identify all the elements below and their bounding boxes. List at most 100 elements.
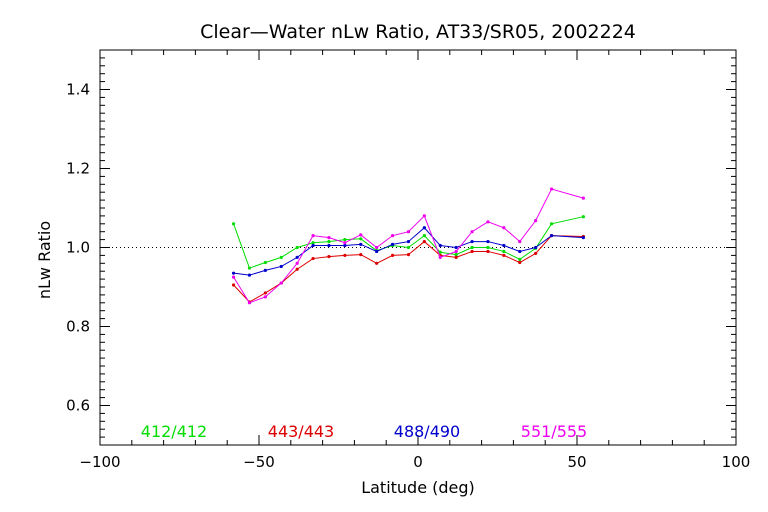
data-point (581, 236, 585, 240)
data-point (454, 255, 458, 259)
data-point (454, 245, 458, 250)
series-line-488-490 (233, 227, 584, 276)
data-point (549, 222, 554, 226)
series-line-551-555 (233, 188, 584, 304)
y-tick-label: 1.2 (66, 160, 90, 178)
data-point (327, 254, 331, 259)
y-tick-label: 1.0 (66, 239, 90, 257)
data-point (279, 281, 283, 285)
data-point (470, 245, 474, 250)
x-tick-label: 0 (413, 453, 423, 471)
data-point (343, 238, 347, 242)
data-point (359, 253, 363, 257)
data-point (454, 249, 458, 254)
data-point (549, 234, 554, 238)
plot-area (100, 187, 736, 305)
x-axis-label: Latitude (deg) (361, 478, 475, 497)
data-point (263, 295, 267, 299)
data-point (327, 243, 331, 248)
data-point (247, 273, 252, 277)
data-point (295, 245, 299, 250)
data-point (327, 239, 331, 244)
y-tick-label: 0.8 (66, 318, 90, 336)
data-point (231, 283, 236, 287)
data-point (279, 264, 283, 269)
legend-label: 488/490 (394, 422, 460, 441)
data-point (518, 257, 522, 261)
x-tick-label: 100 (722, 453, 751, 471)
y-tick-label: 0.6 (66, 397, 90, 415)
data-point (470, 249, 474, 254)
data-point (549, 187, 554, 191)
data-point (390, 234, 395, 238)
data-point (502, 243, 506, 248)
x-tick-label: −50 (243, 453, 275, 471)
data-point (470, 239, 474, 244)
data-point (534, 219, 538, 223)
data-point (295, 261, 299, 265)
data-point (343, 241, 347, 245)
data-point (247, 301, 252, 305)
data-point (502, 226, 506, 230)
x-tick-label: 50 (567, 453, 586, 471)
data-point (502, 249, 506, 254)
series-line-412-412 (233, 216, 584, 269)
data-point (247, 266, 252, 270)
data-point (406, 230, 411, 234)
axes: −100 −50 0 50 100 0.6 0.8 1.0 1.2 1.4 (66, 49, 751, 471)
data-point (581, 196, 585, 200)
data-point (486, 245, 490, 250)
data-point (359, 242, 363, 246)
data-point (343, 243, 347, 248)
data-point (422, 214, 426, 218)
data-point (518, 239, 522, 244)
data-point (375, 249, 379, 254)
data-point (486, 239, 490, 244)
legend-label: 443/443 (268, 422, 334, 441)
data-point (311, 256, 315, 261)
data-point (438, 243, 442, 248)
data-point (263, 291, 267, 295)
data-point (279, 255, 283, 259)
data-point (581, 215, 585, 219)
data-point (454, 253, 458, 257)
data-point (486, 249, 490, 254)
y-axis-label: nLw Ratio (35, 221, 54, 299)
data-point (359, 233, 363, 237)
data-point (518, 249, 522, 254)
data-point (406, 253, 411, 257)
data-point (343, 253, 347, 257)
data-point (422, 239, 426, 244)
data-point (438, 255, 442, 259)
series-line-443-443 (233, 235, 584, 303)
data-point (327, 236, 331, 240)
data-point (422, 234, 426, 238)
y-tick-label: 1.4 (66, 81, 90, 99)
data-point (295, 255, 299, 259)
data-point (311, 243, 315, 248)
data-point (438, 250, 442, 254)
data-point (406, 245, 411, 250)
data-point (390, 242, 395, 246)
legend: 412/412 443/443 488/490 551/555 (141, 422, 587, 441)
data-point (470, 230, 474, 234)
data-point (534, 245, 538, 250)
data-point (311, 234, 315, 238)
data-point (502, 253, 506, 257)
data-point (390, 253, 395, 257)
legend-label: 412/412 (141, 422, 207, 441)
data-point (295, 267, 299, 271)
data-point (375, 261, 379, 265)
x-tick-label: −100 (79, 453, 120, 471)
data-point (263, 268, 267, 273)
data-point (375, 245, 379, 250)
data-point (534, 251, 538, 256)
data-point (263, 260, 267, 265)
data-point (311, 241, 315, 245)
data-point (518, 260, 522, 265)
data-point (231, 275, 236, 279)
data-point (359, 237, 363, 241)
legend-label: 551/555 (521, 422, 587, 441)
chart-title: Clear—Water nLw Ratio, AT33/SR05, 200222… (200, 21, 636, 43)
